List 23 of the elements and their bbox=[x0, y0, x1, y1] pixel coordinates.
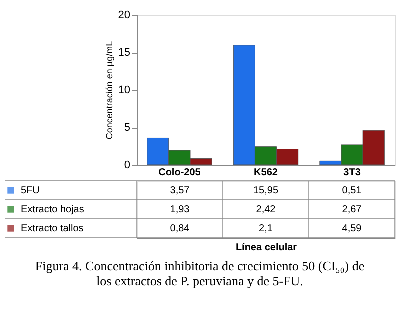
x-tick-label: K562 bbox=[254, 168, 278, 178]
y-tick-label: 5 bbox=[124, 122, 130, 134]
text: Figura 4. Concentración inhibitoria de crecimiento 50 (CI₅₀) de los extractos de P. peruviana y de 5-FU. bbox=[35, 258, 365, 288]
legend-label: Extracto hojas bbox=[21, 204, 84, 216]
x-tick-label: 3T3 bbox=[344, 168, 362, 178]
y-tick-label: 10 bbox=[118, 84, 130, 96]
data-label: 15,95 bbox=[253, 186, 279, 196]
y-tick-label: 15 bbox=[118, 47, 130, 59]
y-axis-title: Concentración en µg/mL bbox=[104, 41, 114, 140]
data-label: 2,67 bbox=[342, 204, 362, 216]
legend-label: 5FU bbox=[21, 186, 40, 196]
data-label: 2,1 bbox=[259, 224, 274, 234]
data-label: 3,57 bbox=[170, 186, 190, 196]
data-label: 0,51 bbox=[342, 186, 362, 196]
y-tick-label: 20 bbox=[118, 10, 130, 22]
x-tick-label: Colo-205 bbox=[158, 168, 202, 178]
data-label: 0,84 bbox=[170, 224, 190, 234]
data-label: 4,59 bbox=[342, 224, 362, 234]
legend-label: Extracto tallos bbox=[21, 224, 84, 234]
y-tick-label: 0 bbox=[124, 160, 130, 172]
data-label: 2,42 bbox=[256, 204, 276, 216]
data-label: 1,93 bbox=[170, 204, 190, 216]
text: Línea celular bbox=[236, 242, 298, 254]
